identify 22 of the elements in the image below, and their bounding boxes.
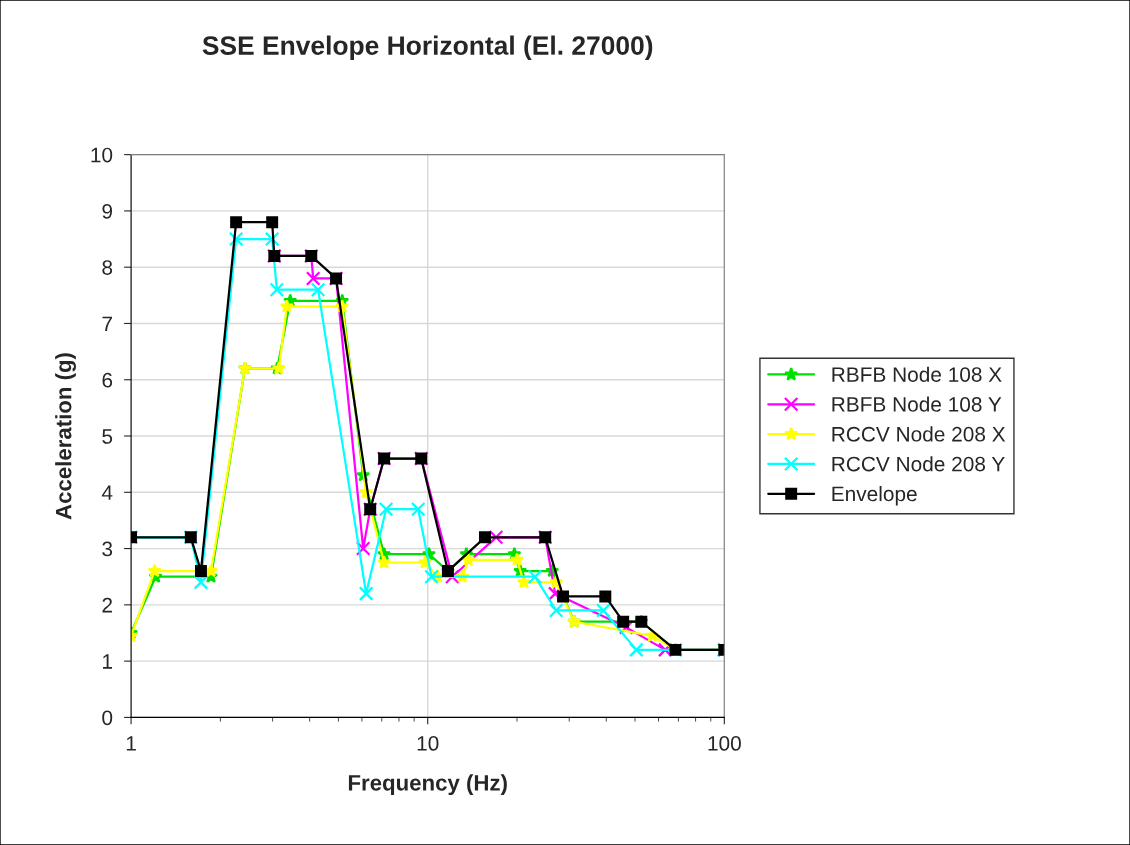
y-tick-label: 2 [102,597,112,613]
y-tick-label: 8 [102,260,113,275]
x-tick-label: 10 [417,736,439,751]
x-tick-label: 100 [708,736,741,751]
legend-label: RCCV Node 208 Y [832,456,1005,472]
y-tick-label: 0 [102,710,113,726]
y-tick-label: 3 [102,541,113,557]
x-tick-label: 1 [126,736,136,751]
y-tick-label: 1 [103,654,113,669]
legend-label: Envelope [832,485,917,506]
x-axis-title: Frequency (Hz) [348,774,507,796]
legend-label: RCCV Node 208 X [832,426,1006,442]
legend-label: RBFB Node 108 X [832,366,1002,382]
y-tick-label: 7 [102,316,112,332]
chart-title: SSE Envelope Horizontal (El. 27000) [202,35,653,61]
legend-label: RBFB Node 108 Y [832,396,1002,412]
y-tick-label: 5 [102,429,113,444]
y-tick-label: 4 [101,485,113,500]
y-tick-label: 10 [91,147,113,163]
y-axis-title: Acceleration (g) [55,353,76,520]
y-tick-label: 9 [102,203,113,219]
y-tick-label: 6 [102,372,113,388]
